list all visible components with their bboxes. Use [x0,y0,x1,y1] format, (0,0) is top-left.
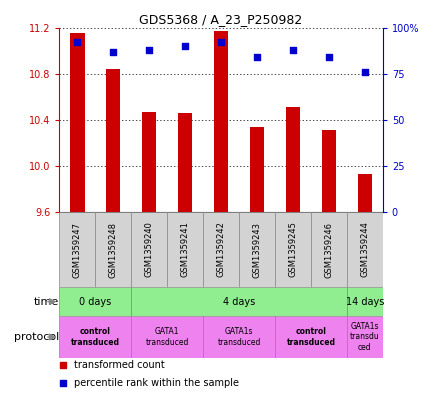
Bar [347,287,383,316]
Text: 4 days: 4 days [223,297,255,307]
Text: GSM1359245: GSM1359245 [289,222,297,277]
Bar [358,174,372,212]
Bar [275,316,347,358]
Text: percentile rank within the sample: percentile rank within the sample [74,378,239,388]
Point [74,39,81,46]
Bar [178,113,192,212]
Point [182,43,189,49]
Bar [167,212,203,287]
Bar [142,112,157,212]
Bar [214,31,228,212]
Bar [95,212,131,287]
Point [218,39,225,46]
Text: GSM1359246: GSM1359246 [324,222,334,277]
Bar [131,212,167,287]
Bar [203,316,275,358]
Point [146,46,153,53]
Text: 14 days: 14 days [346,297,384,307]
Text: GSM1359242: GSM1359242 [216,222,226,277]
Bar [59,212,95,287]
Bar [322,130,336,212]
Point [110,48,117,55]
Point [247,313,254,320]
Text: time: time [34,297,59,307]
Bar [311,212,347,287]
Point [247,156,254,162]
Bar [106,69,121,212]
Bar [203,212,239,287]
Point [290,46,297,53]
Text: GATA1
transduced: GATA1 transduced [146,327,189,347]
Bar [59,316,131,358]
Text: GATA1s
transdu
ced: GATA1s transdu ced [350,322,380,352]
Text: GATA1s
transduced: GATA1s transduced [217,327,261,347]
Text: transformed count: transformed count [74,360,165,371]
Text: protocol: protocol [14,332,59,342]
Bar [131,316,203,358]
Text: GSM1359248: GSM1359248 [109,222,118,277]
Point [326,54,333,60]
Point [361,69,368,75]
Point [253,54,260,60]
Text: control
transduced: control transduced [71,327,120,347]
Bar [275,212,311,287]
Bar [239,212,275,287]
Text: control
transduced: control transduced [286,327,335,347]
Bar [347,316,383,358]
Title: GDS5368 / A_23_P250982: GDS5368 / A_23_P250982 [139,13,303,26]
Text: GSM1359244: GSM1359244 [360,222,369,277]
Text: 0 days: 0 days [79,297,111,307]
Bar [131,287,347,316]
Bar [70,33,84,212]
Bar [286,107,300,212]
Text: GSM1359241: GSM1359241 [181,222,190,277]
Text: GSM1359240: GSM1359240 [145,222,154,277]
Bar [250,127,264,212]
Bar [59,287,131,316]
Text: GSM1359247: GSM1359247 [73,222,82,277]
Bar [347,212,383,287]
Text: GSM1359243: GSM1359243 [253,222,261,277]
